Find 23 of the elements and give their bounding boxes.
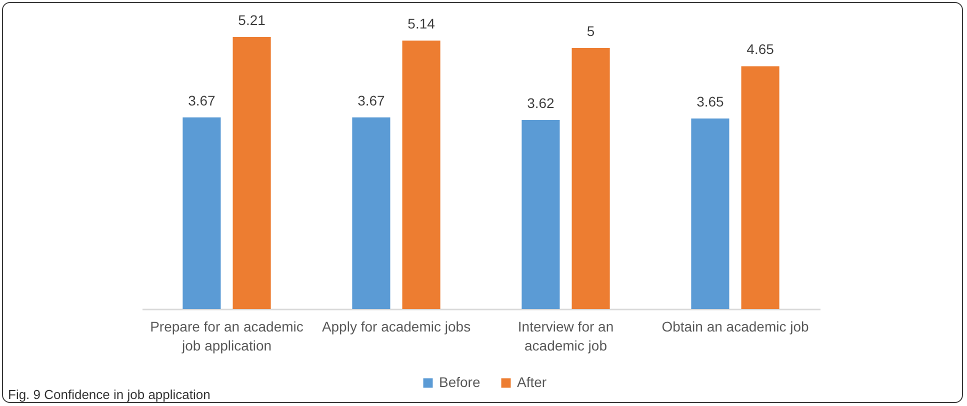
legend-label: Before <box>439 374 480 390</box>
bar <box>572 48 610 309</box>
bar <box>522 120 560 309</box>
bar <box>352 117 390 309</box>
legend-label: After <box>517 374 547 390</box>
bar <box>691 118 730 309</box>
data-label: 3.67 <box>188 92 216 108</box>
caption: Fig. 9 Confidence in job application <box>8 387 210 402</box>
bar <box>232 37 271 309</box>
data-label: 3.65 <box>696 93 724 110</box>
data-label: 5.21 <box>238 12 266 28</box>
data-label: 3.67 <box>358 92 386 108</box>
x-tick-label: Prepare for an academic job application <box>150 318 304 354</box>
bar <box>402 40 440 309</box>
x-tick-label: Interview for an academic job <box>518 318 614 354</box>
x-tick-label: Apply for academic jobs <box>322 318 471 334</box>
data-label: 4.65 <box>746 41 774 58</box>
data-label: 3.62 <box>527 95 555 112</box>
data-label: 5 <box>586 22 595 39</box>
bar <box>741 66 780 309</box>
x-tick-label: Obtain an academic job <box>662 318 810 334</box>
data-label: 5.14 <box>408 16 436 32</box>
bar <box>182 117 221 309</box>
